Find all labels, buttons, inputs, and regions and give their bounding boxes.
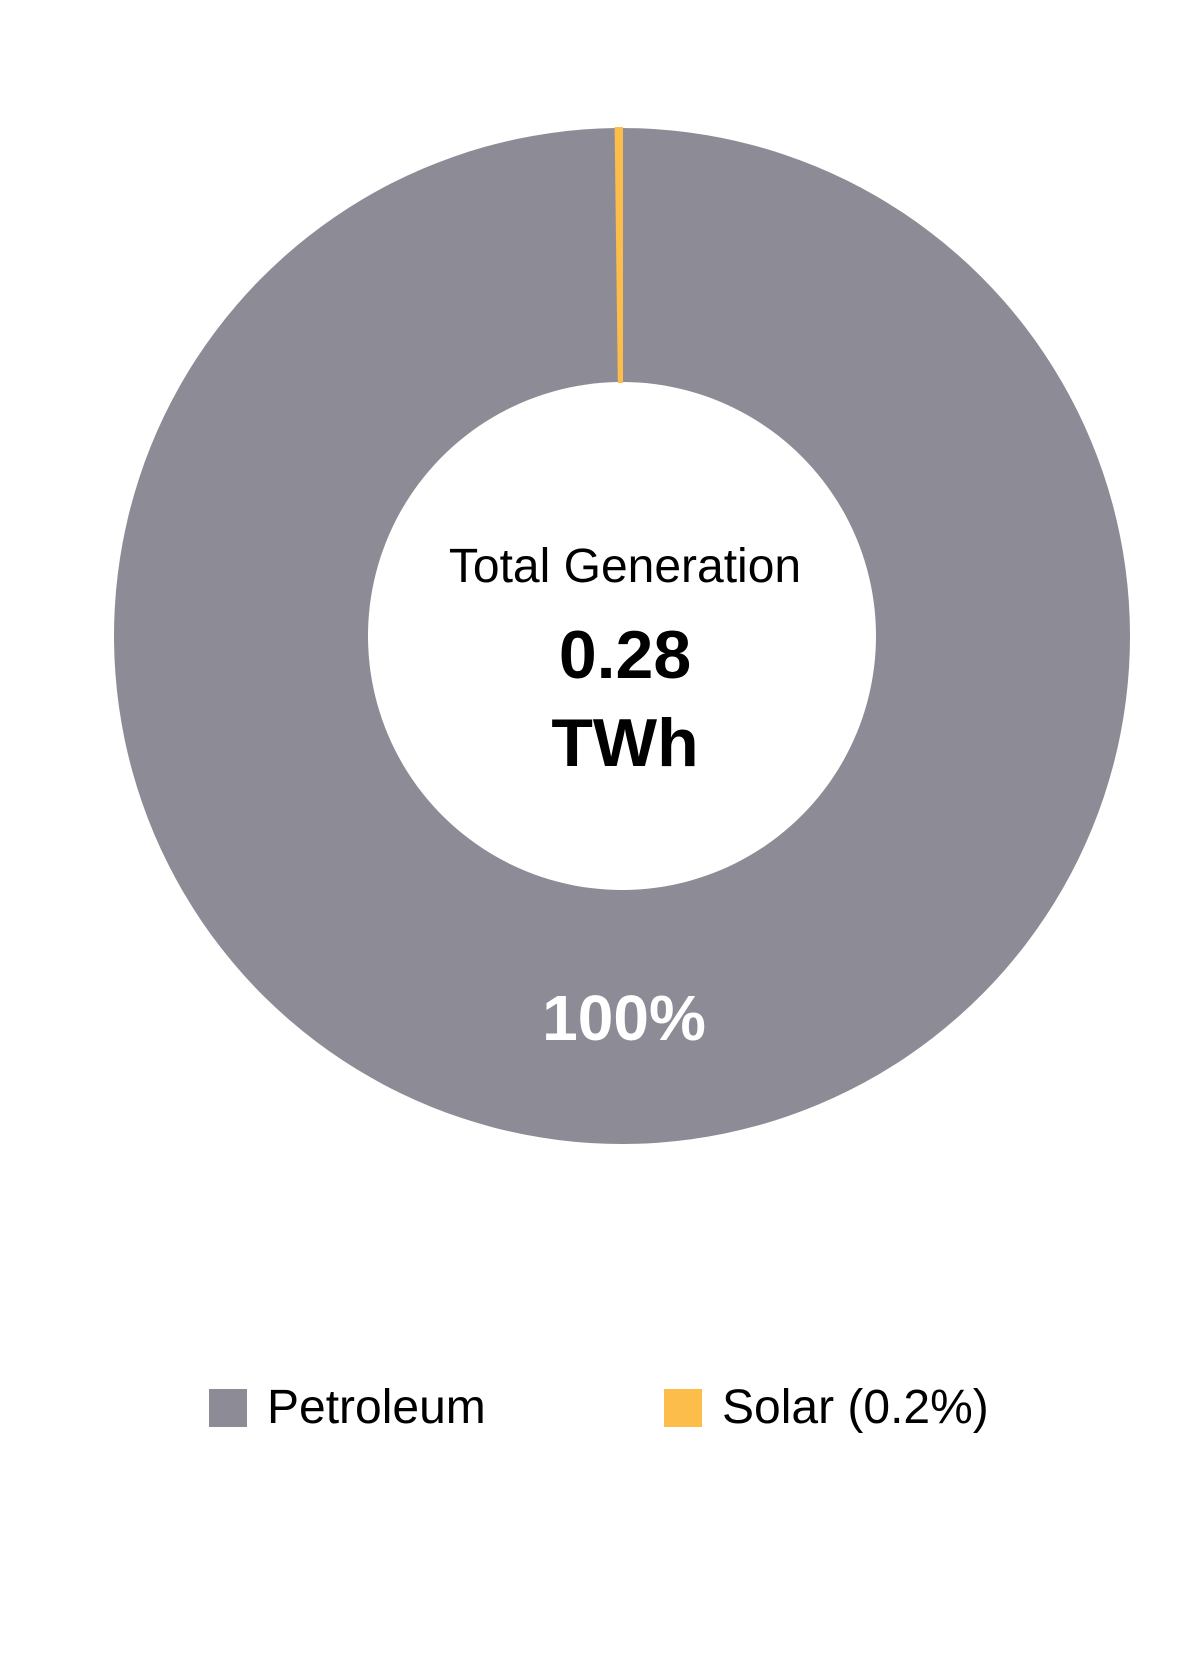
legend-item-petroleum: Petroleum: [209, 1381, 486, 1434]
slice-solar: [614, 126, 623, 384]
center-title: Total Generation: [449, 540, 801, 593]
legend-label-solar: Solar (0.2%): [722, 1381, 989, 1434]
slice-petroleum: [114, 128, 1131, 1144]
legend-label-petroleum: Petroleum: [267, 1381, 486, 1434]
legend-swatch-solar: [664, 1389, 702, 1427]
legend: Petroleum Solar (0.2%): [0, 1381, 1200, 1445]
center-unit: TWh: [551, 705, 698, 781]
legend-swatch-petroleum: [209, 1389, 247, 1427]
legend-item-solar: Solar (0.2%): [664, 1381, 989, 1434]
center-value: 0.28: [559, 617, 691, 693]
slice-label-petroleum: 100%: [542, 982, 706, 1054]
